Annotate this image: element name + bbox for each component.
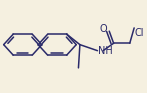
Text: Cl: Cl [135,28,144,38]
Text: O: O [99,24,107,34]
Text: NH: NH [98,46,113,56]
